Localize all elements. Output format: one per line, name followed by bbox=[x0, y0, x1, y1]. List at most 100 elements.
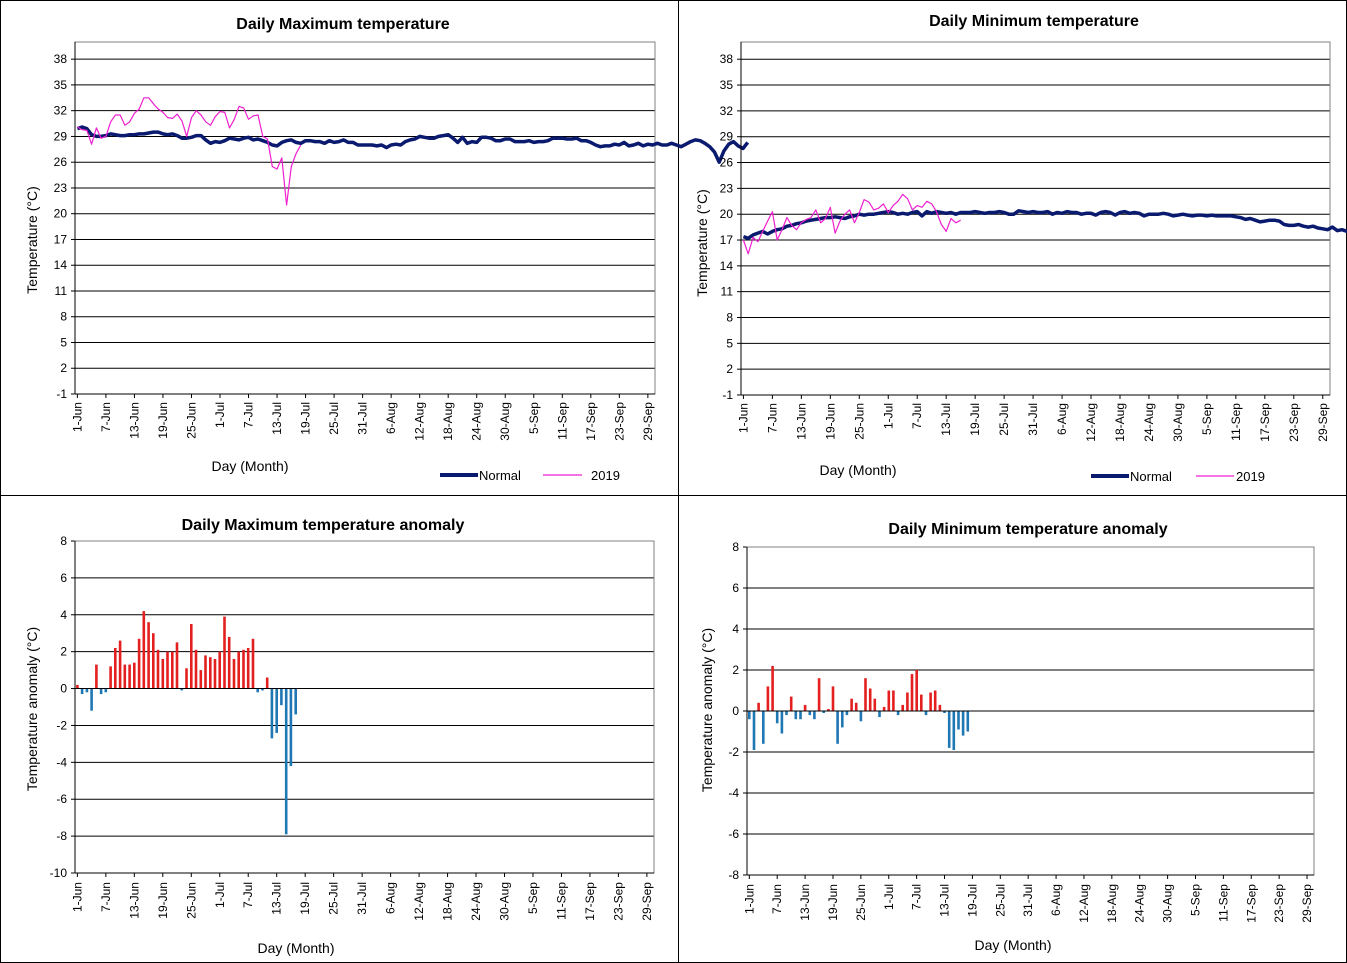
y-tick-label: 32 bbox=[720, 104, 734, 118]
x-tick-label: 31-Jul bbox=[1021, 884, 1035, 917]
anomaly-bar bbox=[147, 622, 150, 689]
anomaly-bar bbox=[227, 636, 231, 689]
y-tick-label: 29 bbox=[54, 129, 68, 143]
series-line-2019 bbox=[742, 193, 961, 255]
x-tick-label: 7-Jul bbox=[910, 403, 924, 429]
anomaly-bar bbox=[957, 711, 960, 730]
anomaly-bar bbox=[133, 662, 136, 689]
y-tick-label: 35 bbox=[54, 78, 68, 92]
y-tick-label: 6 bbox=[60, 571, 67, 585]
x-tick-label: 19-Jun bbox=[823, 403, 837, 440]
plot-area bbox=[74, 41, 656, 395]
x-tick-label: 11-Sep bbox=[1216, 884, 1230, 922]
y-tick-label: 4 bbox=[732, 622, 739, 636]
anomaly-bar bbox=[104, 688, 108, 693]
anomaly-bar bbox=[771, 665, 774, 711]
anomaly-bar bbox=[762, 711, 765, 744]
x-tick-label: 6-Aug bbox=[384, 402, 398, 434]
anomaly-bar bbox=[284, 688, 288, 835]
x-tick-label: 23-Sep bbox=[1287, 403, 1301, 442]
x-tick-label: 7-Jun bbox=[99, 882, 113, 912]
x-tick-label: 6-Aug bbox=[1049, 884, 1063, 916]
legend-max: Normal 2019 bbox=[440, 468, 620, 483]
y-tick-label: 14 bbox=[54, 258, 68, 272]
x-tick-label: 19-Jul bbox=[968, 403, 982, 436]
anomaly-bar bbox=[868, 688, 872, 711]
anomaly-bar bbox=[261, 688, 264, 691]
anomaly-bar bbox=[280, 688, 283, 706]
y-tick-label: 8 bbox=[60, 310, 67, 324]
y-tick-label: 11 bbox=[55, 284, 68, 298]
anomaly-bar bbox=[803, 704, 807, 711]
x-tick-label: 24-Aug bbox=[470, 402, 484, 441]
x-tick-label: 13-Jul bbox=[939, 403, 953, 436]
y-tick-label: -2 bbox=[728, 745, 739, 759]
x-tick-label: 7-Jul bbox=[241, 882, 255, 908]
x-tick-label: 13-Jul bbox=[938, 884, 952, 917]
anomaly-bar bbox=[906, 692, 909, 711]
anomaly-bar bbox=[180, 688, 184, 691]
y-tick-label: 20 bbox=[720, 207, 734, 221]
anomaly-bar bbox=[873, 698, 877, 711]
anomaly-bar bbox=[947, 711, 951, 748]
anomaly-bar bbox=[76, 684, 79, 689]
x-tick-label: 1-Jun bbox=[742, 884, 756, 914]
x-tick-label: 12-Aug bbox=[1077, 884, 1091, 923]
anomaly-bar bbox=[785, 711, 788, 716]
y-tick-label: -1 bbox=[722, 388, 733, 402]
x-axis-label-max-anomaly: Day (Month) bbox=[257, 940, 334, 956]
anomaly-bar bbox=[887, 690, 891, 711]
anomaly-bar bbox=[878, 711, 881, 718]
x-tick-label: 17-Sep bbox=[1244, 884, 1258, 923]
anomaly-bar bbox=[156, 649, 160, 689]
x-tick-label: 25-Jun bbox=[184, 882, 198, 919]
x-tick-label: 19-Jul bbox=[298, 882, 312, 915]
anomaly-bar bbox=[275, 688, 278, 733]
anomaly-bar bbox=[827, 709, 830, 711]
y-tick-label: 11 bbox=[721, 285, 734, 299]
min-anomaly-chart: -8 -6 -4 -2 0 2 4 6 8 1-Jun 7-Jun 13-Jun 19-Jun 25-Ju… bbox=[728, 540, 1315, 923]
y-tick-label: 2 bbox=[60, 361, 67, 375]
anomaly-bar bbox=[966, 711, 970, 732]
y-tick-label: 17 bbox=[54, 232, 68, 246]
min-temperature-chart: -1 2 5 8 11 14 17 20 23 26 29 32 35 38 1-Jun 7-Jun 13-Ju… bbox=[720, 41, 1347, 442]
x-tick-label: 25-Jun bbox=[854, 884, 868, 921]
y-tick-label: 6 bbox=[732, 581, 739, 595]
x-tick-label: 11-Sep bbox=[554, 882, 568, 920]
x-tick-label: 31-Jul bbox=[356, 402, 370, 435]
x-axis-label-min-anomaly: Day (Month) bbox=[974, 937, 1051, 953]
anomaly-bar bbox=[775, 711, 779, 724]
anomaly-bar bbox=[859, 711, 863, 722]
anomaly-bar bbox=[242, 649, 245, 689]
y-tick-label: 17 bbox=[720, 233, 734, 247]
anomaly-bar bbox=[289, 688, 293, 767]
anomaly-bar bbox=[933, 690, 937, 711]
x-tick-label: 13-Jul bbox=[270, 882, 284, 915]
x-tick-label: 12-Aug bbox=[1084, 403, 1098, 442]
anomaly-bar bbox=[142, 611, 146, 689]
anomaly-bar bbox=[831, 686, 835, 711]
x-axis-label-min: Day (Month) bbox=[819, 462, 896, 478]
anomaly-bar bbox=[896, 711, 900, 716]
x-tick-label: 25-Jul bbox=[997, 403, 1011, 436]
x-tick-label: 17-Sep bbox=[1258, 403, 1272, 442]
x-tick-label: 18-Aug bbox=[441, 882, 455, 921]
anomaly-bar bbox=[845, 711, 849, 716]
x-tick-label: 30-Aug bbox=[1161, 884, 1175, 923]
x-tick-label: 1-Jul bbox=[881, 403, 895, 429]
y-tick-label: -10 bbox=[50, 866, 68, 880]
y-tick-label: 14 bbox=[720, 259, 734, 273]
y-tick-label: 0 bbox=[732, 704, 739, 718]
x-tick-label: 19-Jul bbox=[299, 402, 313, 435]
x-tick-label: 13-Jul bbox=[270, 402, 284, 435]
x-tick-label: 29-Sep bbox=[1316, 403, 1330, 442]
anomaly-bar bbox=[915, 670, 918, 711]
x-tick-label: 31-Jul bbox=[355, 882, 369, 915]
x-tick-label: 25-Jul bbox=[327, 882, 341, 915]
anomaly-bar bbox=[90, 688, 93, 711]
chart-title-max-anomaly: Daily Maximum temperature anomaly bbox=[182, 517, 465, 534]
x-tick-label: 11-Sep bbox=[555, 402, 569, 440]
x-tick-label: 1-Jun bbox=[70, 882, 84, 912]
y-tick-label: 8 bbox=[60, 534, 67, 548]
